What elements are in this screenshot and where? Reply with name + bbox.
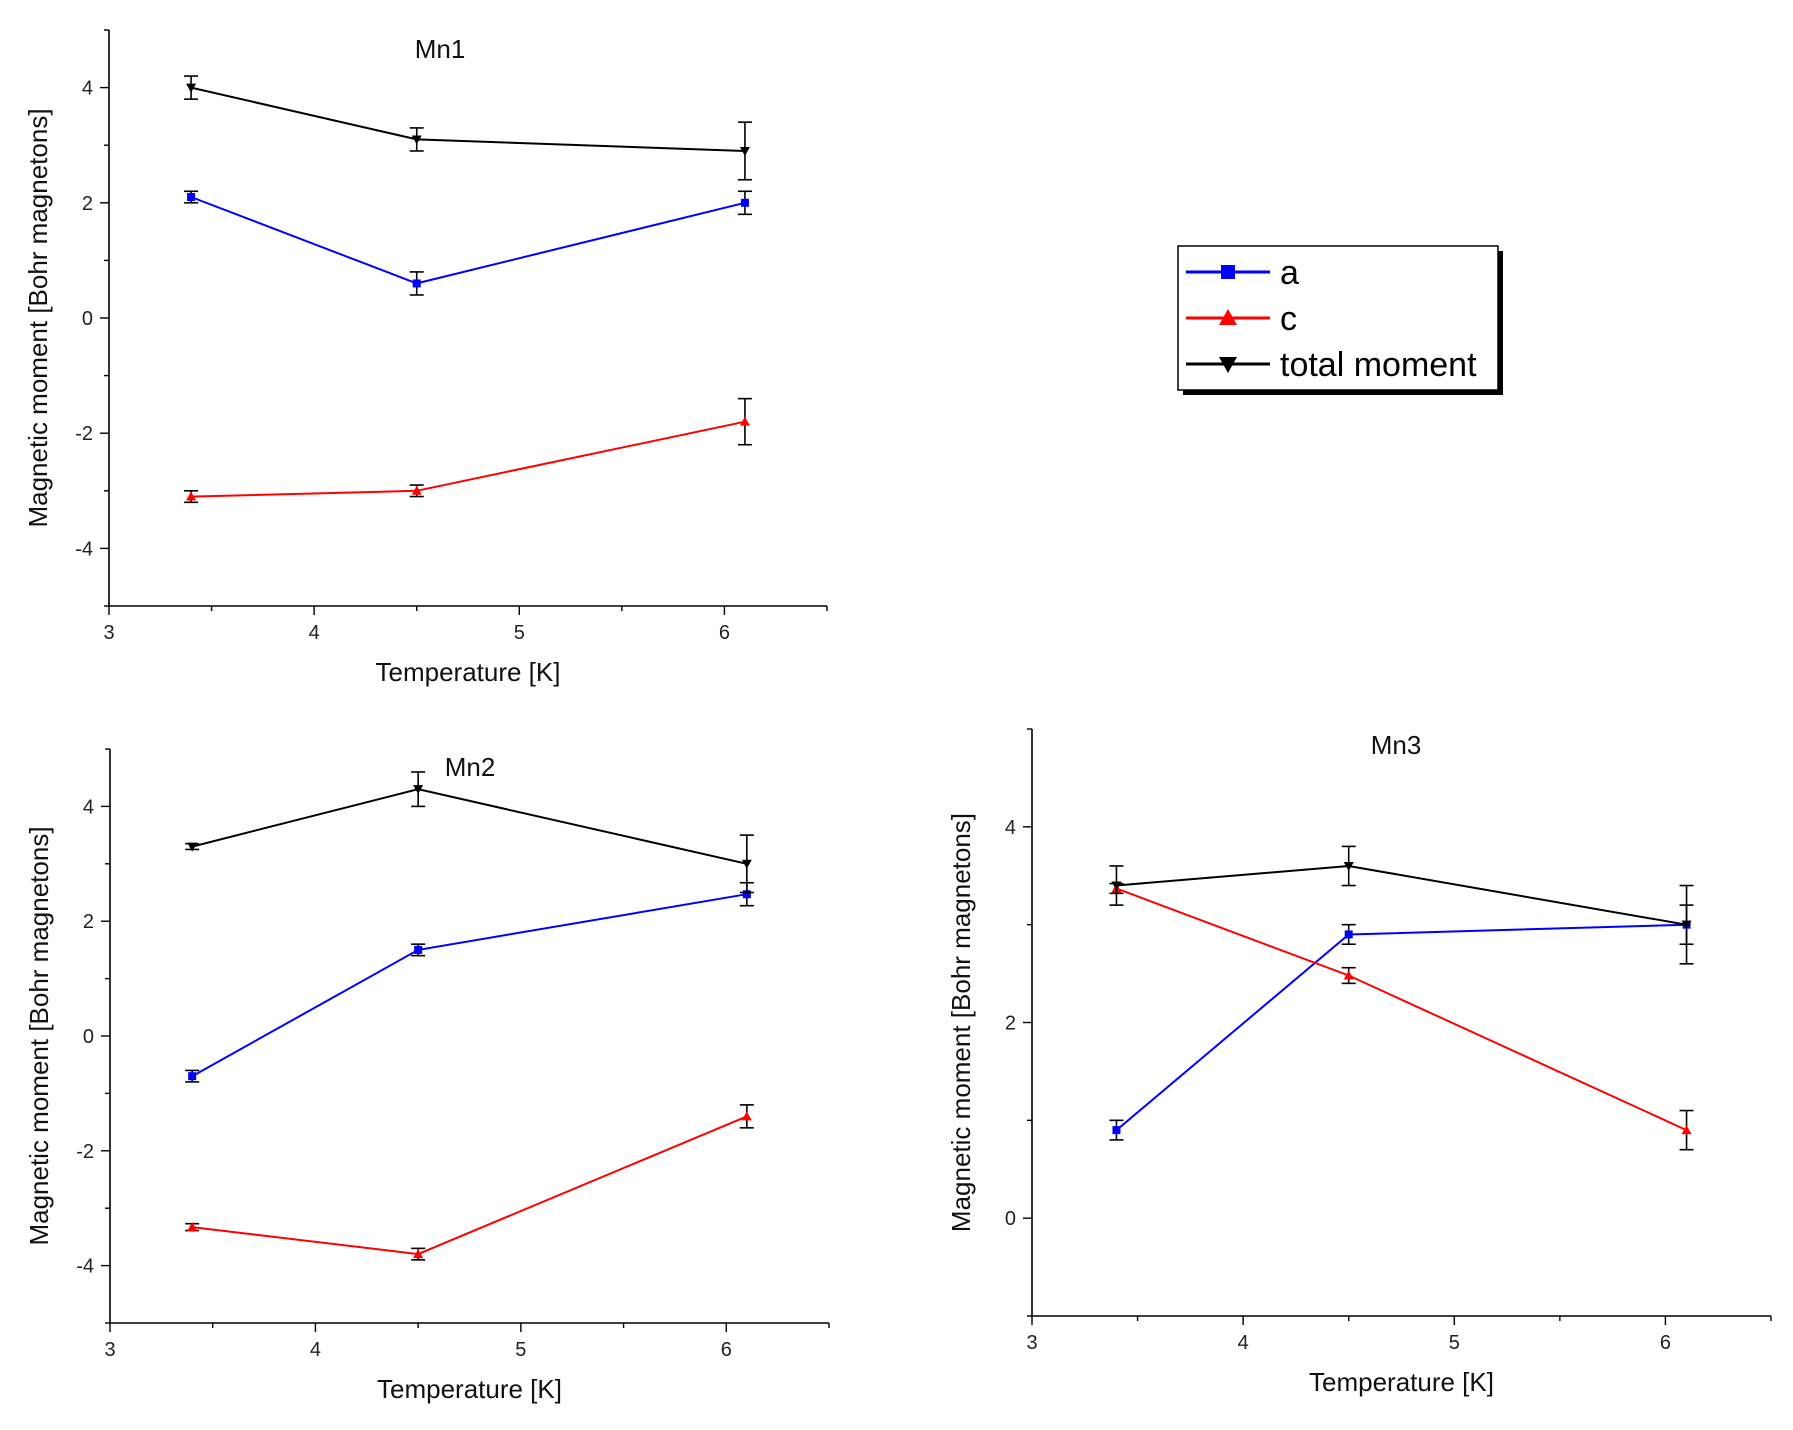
series-a <box>184 190 752 296</box>
x-tick-label: 4 <box>1238 1332 1249 1354</box>
data-point-c <box>411 485 422 495</box>
y-tick-label: 0 <box>83 1026 94 1048</box>
x-axis-title: Temperature [K] <box>1309 1367 1494 1397</box>
data-point-total-moment <box>1111 881 1122 891</box>
x-tick-label: 6 <box>1660 1332 1671 1354</box>
series-total-moment <box>184 75 752 181</box>
y-tick-label: -4 <box>75 538 93 560</box>
y-tick-label: 4 <box>1005 817 1016 839</box>
x-tick-label: 3 <box>104 1339 115 1361</box>
data-point-c <box>1681 1125 1692 1135</box>
series-a <box>185 881 754 1083</box>
series-c <box>184 397 752 504</box>
data-point-total-moment <box>186 83 197 93</box>
y-tick-label: 2 <box>1005 1013 1016 1035</box>
data-point-total-moment <box>1343 861 1354 871</box>
legend-marker-triangle-up <box>1219 309 1237 325</box>
x-tick-label: 5 <box>514 622 525 644</box>
data-point-c <box>741 1111 752 1121</box>
data-point-total-moment <box>1681 920 1692 930</box>
y-tick-label: 2 <box>82 193 93 215</box>
y-tick-label: -2 <box>75 423 93 445</box>
y-axis-title: Magnetic moment [Bohr magnetons] <box>24 826 54 1245</box>
x-tick-label: 3 <box>1026 1332 1037 1354</box>
data-point-a <box>187 193 196 202</box>
series-total-moment <box>185 771 754 894</box>
data-point-total-moment <box>741 859 752 869</box>
y-tick-label: -2 <box>76 1141 94 1163</box>
data-point-total-moment <box>187 842 198 852</box>
legend-item-c: c <box>1186 300 1297 338</box>
data-point-total-moment <box>413 785 424 795</box>
y-tick-label: 0 <box>82 308 93 330</box>
panel-title: Mn2 <box>445 752 496 782</box>
data-point-total-moment <box>411 135 422 145</box>
data-point-a <box>740 198 749 207</box>
x-tick-label: 6 <box>721 1339 732 1361</box>
y-tick-label: 2 <box>83 911 94 933</box>
y-axis-title: Magnetic moment [Bohr magnetons] <box>946 813 976 1232</box>
chart-panel-mn2: 3 4 5 6 -4 -2 0 2 4 Temperature [K] Magnetic momen… <box>24 748 830 1404</box>
data-point-c <box>1343 970 1354 980</box>
x-axis-title: Temperature [K] <box>377 1374 562 1404</box>
data-point-a <box>412 279 421 288</box>
data-point-c <box>187 1222 198 1232</box>
legend-marker-triangle-down <box>1219 357 1237 373</box>
legend-label-total-moment: total moment <box>1280 346 1477 384</box>
series-c <box>185 1104 754 1261</box>
x-tick-label: 5 <box>515 1339 526 1361</box>
legend-marker-square <box>1221 265 1235 279</box>
y-tick-label: 4 <box>83 796 94 818</box>
data-point-c <box>186 491 197 501</box>
y-axis-title: Magnetic moment [Bohr magnetons] <box>23 108 53 527</box>
x-tick-label: 5 <box>1449 1332 1460 1354</box>
legend-label-a: a <box>1280 254 1299 292</box>
x-tick-label: 6 <box>719 622 730 644</box>
x-axis-title: Temperature [K] <box>376 657 561 687</box>
chart-panel-mn1: 3 4 5 6 -4 -2 0 2 4 Temperature [K] Magnetic momen… <box>23 29 828 687</box>
data-point-a <box>1112 1126 1121 1135</box>
legend-item-total-moment: total moment <box>1186 346 1477 384</box>
data-point-total-moment <box>739 146 750 156</box>
data-point-a <box>188 1072 197 1081</box>
y-tick-label: 4 <box>82 78 93 100</box>
chart-panel-mn3: 3 4 5 6 0 2 4 Temperature [K] Magnetic moment [B… <box>946 728 1772 1397</box>
legend-label-c: c <box>1280 300 1297 338</box>
data-point-c <box>413 1249 424 1259</box>
series-total-moment <box>1109 845 1694 965</box>
data-point-c <box>739 416 750 426</box>
x-tick-label: 4 <box>309 622 320 644</box>
y-tick-label: -4 <box>76 1256 94 1278</box>
panel-title: Mn1 <box>415 34 466 64</box>
data-point-a <box>742 890 751 899</box>
panel-title: Mn3 <box>1371 730 1422 760</box>
x-tick-label: 3 <box>103 622 114 644</box>
x-tick-label: 4 <box>310 1339 321 1361</box>
y-tick-label: 0 <box>1005 1208 1016 1230</box>
legend-item-a: a <box>1186 254 1299 292</box>
legend: a c total moment <box>1177 245 1503 395</box>
data-point-a <box>414 945 423 954</box>
data-point-a <box>1344 930 1353 939</box>
